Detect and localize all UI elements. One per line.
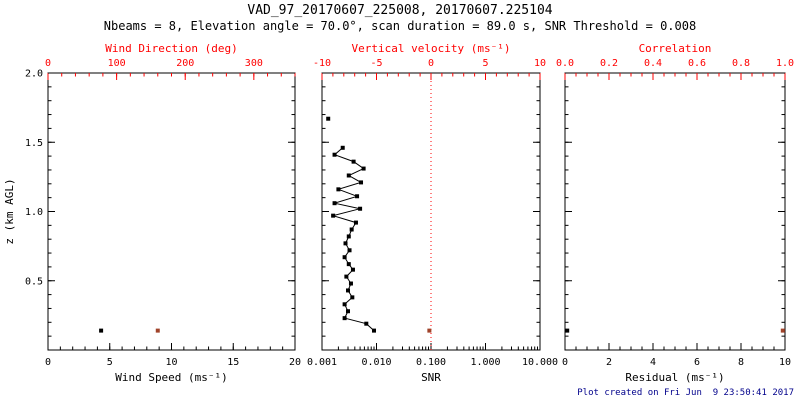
snr-profile-marker	[350, 295, 355, 300]
wind-panel-x-tick-label: 5	[107, 357, 113, 368]
residual-panel-top-axis-title: Correlation	[639, 42, 712, 55]
wind-panel-top-tick-label: 0	[45, 58, 51, 69]
snr-panel-top-tick-label: -10	[313, 58, 331, 69]
snr-profile-marker	[346, 288, 351, 293]
snr-profile-marker	[364, 321, 369, 326]
wind-panel-x-tick-label: 20	[289, 357, 301, 368]
snr-profile-marker	[342, 255, 347, 260]
residual-panel-top-tick-label: 0.4	[644, 58, 662, 69]
wind-panel-frame	[47, 72, 296, 351]
residual-panel-x-axis-title: Residual (ms⁻¹)	[625, 371, 724, 384]
snr-profile-marker	[343, 241, 348, 246]
snr-profile-marker	[332, 152, 337, 157]
snr-panel-x-tick-label: 0.001	[307, 357, 337, 368]
residual-panel: 0 2 4 6 8 10 Residual (ms⁻¹) 0.0 0.2 0.4 0.6 0.8 1.0…	[556, 42, 794, 384]
snr-panel-top-tick-label: -5	[370, 58, 382, 69]
snr-profile-marker	[346, 173, 351, 178]
residual-panel-x-tick-label: 2	[606, 357, 612, 368]
residual-panel-x-tick-label: 8	[738, 357, 744, 368]
snr-profile-marker	[361, 166, 366, 171]
snr-profile-marker	[342, 302, 347, 307]
wind-panel-x-tick-label: 10	[165, 357, 177, 368]
snr-panel-frame	[321, 72, 541, 351]
snr-profile-marker	[346, 262, 351, 267]
wind-direction-marker	[155, 328, 160, 333]
snr-panel-x-tick-label: 0.100	[416, 357, 446, 368]
wind-panel-y-tick-label: 1.5	[25, 138, 43, 149]
snr-profile-marker	[350, 267, 355, 272]
snr-panel-top-tick-label: 10	[534, 58, 546, 69]
residual-marker	[565, 328, 570, 333]
snr-profile-marker	[346, 234, 351, 239]
residual-panel-top-tick-label: 0.6	[688, 58, 706, 69]
snr-profile-marker	[346, 309, 351, 314]
wind-panel-y-axis-title: z (km AGL)	[3, 178, 16, 244]
residual-panel-x-tick-label: 4	[650, 357, 656, 368]
snr-profile-line	[331, 147, 375, 331]
snr-panel-top-axis-title: Vertical velocity (ms⁻¹)	[352, 42, 511, 55]
wind-speed-marker	[99, 328, 104, 333]
snr-panel-top-tick-label: 0	[428, 58, 434, 69]
wind-panel-top-axis-title: Wind Direction (deg)	[105, 42, 237, 55]
vertical-velocity-marker	[427, 328, 432, 333]
plot-title: VAD_97_20170607_225008, 20170607.225104	[247, 3, 553, 18]
snr-profile-marker	[344, 274, 349, 279]
snr-profile-marker	[340, 145, 345, 150]
snr-profile-marker	[353, 220, 358, 225]
snr-profile-marker	[351, 159, 356, 164]
residual-panel-top-tick-label: 1.0	[776, 58, 794, 69]
residual-panel-top-tick-label: 0.8	[732, 58, 750, 69]
snr-isolated-point-marker	[326, 116, 331, 121]
wind-panel-x-tick-label: 0	[45, 357, 51, 368]
plot-created-timestamp: Plot created on Fri Jun 9 23:50:41 2017	[577, 388, 794, 398]
wind-panel-top-tick-label: 200	[176, 58, 194, 69]
wind-panel-x-tick-label: 15	[227, 357, 239, 368]
snr-profile-marker	[331, 213, 336, 218]
snr-profile-marker	[359, 180, 364, 185]
snr-profile-marker	[347, 248, 352, 253]
snr-profile-marker	[336, 187, 341, 192]
wind-panel-top-tick-label: 100	[108, 58, 126, 69]
snr-profile-marker	[348, 281, 353, 286]
residual-panel-frame	[564, 72, 786, 351]
wind-panel-x-axis-title: Wind Speed (ms⁻¹)	[115, 371, 228, 384]
snr-profile-marker	[332, 201, 337, 206]
residual-panel-top-tick-label: 0.0	[556, 58, 574, 69]
snr-panel-x-axis-title: SNR	[421, 371, 441, 384]
wind-panel-y-tick-label: 1.0	[25, 207, 43, 218]
snr-panel-x-tick-label: 1.000	[470, 357, 500, 368]
snr-panel-x-tick-label: 10.000	[522, 357, 558, 368]
correlation-marker	[780, 328, 785, 333]
snr-panel-x-tick-label: 0.010	[361, 357, 391, 368]
wind-panel-y-tick-label: 2.0	[25, 69, 43, 80]
wind-panel-y-tick-label: 0.5	[25, 276, 43, 287]
wind-panel: 0 5 10 15 20 Wind Speed (ms⁻¹) 0 100 200 300 Wind …	[3, 42, 301, 384]
plot-subtitle: Nbeams = 8, Elevation angle = 70.0°, sca…	[103, 19, 697, 33]
residual-panel-x-tick-label: 6	[694, 357, 700, 368]
snr-profile-marker	[358, 206, 363, 211]
snr-profile-marker	[355, 194, 360, 199]
snr-panel-top-tick-label: 5	[482, 58, 488, 69]
snr-panel: 0.001 0.010 0.100 1.000 10.000 SNR -10 -5 0 5 10 Ve…	[307, 42, 558, 384]
snr-profile-marker	[342, 316, 347, 321]
residual-panel-top-tick-label: 0.2	[600, 58, 618, 69]
snr-profile-marker	[372, 328, 377, 333]
residual-panel-x-tick-label: 10	[779, 357, 791, 368]
snr-profile-marker	[349, 227, 354, 232]
residual-panel-x-tick-label: 0	[562, 357, 568, 368]
wind-panel-top-tick-label: 300	[245, 58, 263, 69]
